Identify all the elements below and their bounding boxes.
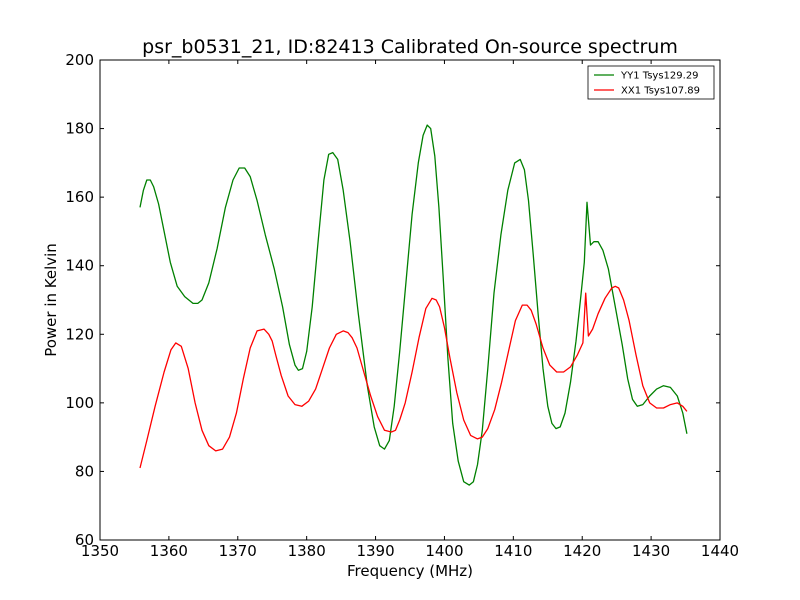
- x-tick-label: 1360: [150, 542, 188, 560]
- series-line-1: [139, 285, 688, 469]
- y-tick-label: 120: [65, 325, 94, 343]
- plot-area: [100, 60, 720, 540]
- x-tick-label: 1420: [563, 542, 601, 560]
- x-tick-label: 1400: [425, 542, 463, 560]
- legend-box: [587, 65, 715, 100]
- x-tick-label: 1380: [288, 542, 326, 560]
- y-tick-label: 80: [75, 462, 94, 480]
- x-axis-label: Frequency (MHz): [347, 562, 473, 580]
- legend-label-1: XX1 Tsys107.89: [621, 86, 700, 97]
- x-tick-label: 1390: [356, 542, 394, 560]
- legend: YY1 Tsys129.29 XX1 Tsys107.89: [587, 65, 715, 100]
- x-tick-label: 1350: [81, 542, 119, 560]
- y-tick-label: 100: [65, 394, 94, 412]
- legend-label-0: YY1 Tsys129.29: [620, 71, 699, 82]
- y-axis-label: Power in Kelvin: [42, 243, 60, 357]
- x-tick-label: 1410: [494, 542, 532, 560]
- y-tick-label: 160: [65, 188, 94, 206]
- y-tick-label: 60: [75, 531, 94, 549]
- y-tick-label: 140: [65, 257, 94, 275]
- series-line-0: [139, 124, 688, 486]
- x-tick-label: 1430: [632, 542, 670, 560]
- axis-ticks: 1350 1360 1370 1380 1390 1400 1410 1420 1430 1440…: [65, 51, 739, 560]
- y-tick-label: 200: [65, 51, 94, 69]
- plot-frame: [99, 59, 721, 541]
- chart-title: psr_b0531_21, ID:82413 Calibrated On-sou…: [142, 36, 678, 58]
- y-tick-label: 180: [65, 120, 94, 138]
- x-tick-label: 1370: [219, 542, 257, 560]
- x-tick-label: 1440: [701, 542, 739, 560]
- series-lines: [139, 124, 688, 486]
